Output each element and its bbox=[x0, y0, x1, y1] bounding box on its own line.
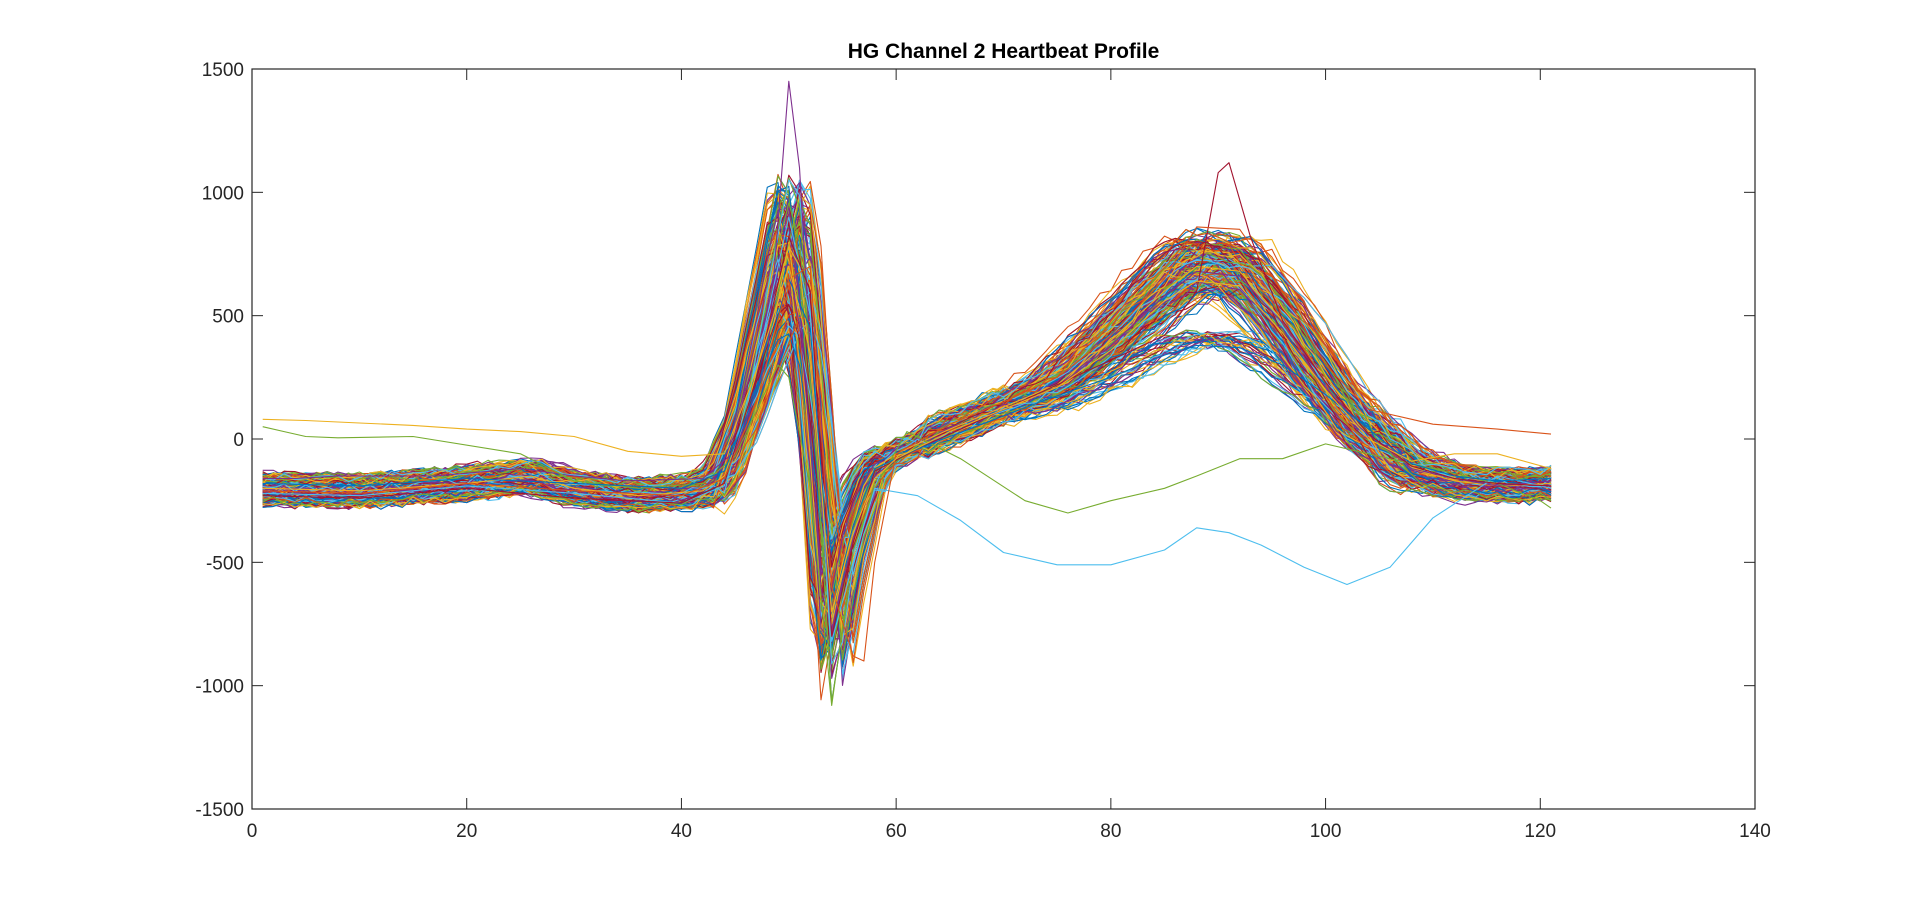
chart-title: HG Channel 2 Heartbeat Profile bbox=[848, 40, 1160, 63]
x-tick-label: 0 bbox=[247, 821, 258, 842]
heartbeat-line bbox=[262, 256, 1552, 614]
heartbeat-line bbox=[262, 226, 1552, 662]
y-tick-label: 1000 bbox=[202, 183, 244, 204]
heartbeat-line bbox=[262, 216, 1552, 642]
heartbeat-lines bbox=[262, 80, 1552, 706]
axes-background bbox=[252, 69, 1755, 809]
heartbeat-line bbox=[262, 278, 1552, 613]
y-tick-label: -1500 bbox=[195, 800, 244, 821]
heartbeat-line bbox=[262, 228, 1552, 631]
heartbeat-line bbox=[262, 265, 1552, 613]
x-tick-label: 40 bbox=[671, 821, 692, 842]
y-tick-label: 500 bbox=[212, 307, 244, 328]
y-tick-label: -1000 bbox=[195, 677, 244, 698]
x-tick-label: 60 bbox=[886, 821, 907, 842]
x-axis-ticks: 0 20 40 60 80 100 120 140 bbox=[247, 69, 1771, 842]
y-tick-label: 1500 bbox=[202, 60, 244, 81]
x-tick-label: 120 bbox=[1524, 821, 1556, 842]
y-axis-ticks: -1500 -1000 -500 0 500 1000 1500 bbox=[195, 60, 1755, 821]
heartbeat-line bbox=[262, 185, 1552, 650]
heartbeat-line bbox=[262, 241, 1552, 567]
x-tick-label: 140 bbox=[1739, 821, 1771, 842]
x-tick-label: 100 bbox=[1310, 821, 1342, 842]
heartbeat-line bbox=[262, 262, 1552, 575]
y-tick-label: -500 bbox=[206, 553, 244, 574]
y-tick-label: 0 bbox=[233, 430, 244, 451]
x-tick-label: 20 bbox=[456, 821, 477, 842]
x-tick-label: 80 bbox=[1100, 821, 1121, 842]
plot-area: 0 20 40 60 80 100 120 140 -1500 -1000 -500 0 500 100… bbox=[195, 60, 1770, 842]
heartbeat-line bbox=[262, 179, 1552, 665]
heartbeat-line bbox=[262, 364, 1552, 706]
